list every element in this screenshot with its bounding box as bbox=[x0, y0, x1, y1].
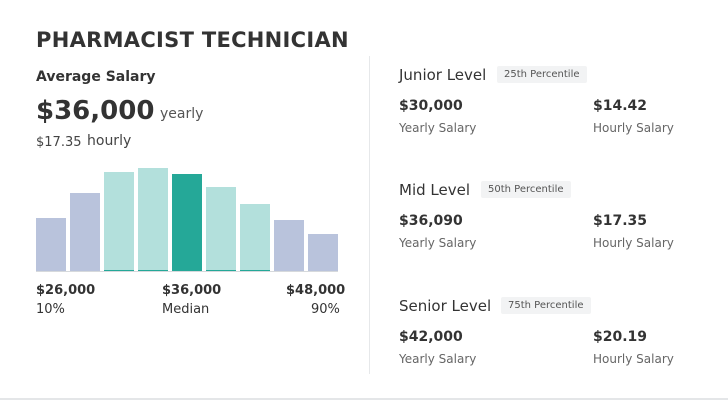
tick-label-low: $26,000 bbox=[36, 283, 96, 298]
hourly-salary-value: $20.19 bbox=[593, 329, 648, 345]
hourly-salary-caption: Hourly Salary bbox=[593, 121, 674, 135]
tick-sub-low: 10% bbox=[36, 302, 65, 317]
tick-label-median: $36,000 bbox=[162, 283, 222, 298]
tick-label-high: $48,000 bbox=[286, 283, 346, 298]
percentile-badge: 75th Percentile bbox=[501, 297, 591, 314]
average-salary-label: Average Salary bbox=[36, 69, 156, 85]
yearly-salary-value: $36,090 bbox=[399, 213, 463, 229]
histogram-bar-5 bbox=[172, 174, 202, 272]
page-title: PHARMACIST TECHNICIAN bbox=[36, 28, 349, 52]
average-hourly-value: $17.35 bbox=[36, 135, 82, 150]
yearly-salary-value: $42,000 bbox=[399, 329, 463, 345]
histogram-bar-1 bbox=[36, 218, 66, 272]
level-name: Senior Level bbox=[399, 297, 492, 315]
card-bottom-border bbox=[0, 398, 728, 400]
level-senior: Senior Level 75th Percentile $42,000 $20… bbox=[399, 297, 699, 407]
histogram-bar-4 bbox=[138, 168, 168, 272]
average-hourly-unit: hourly bbox=[87, 133, 132, 149]
level-junior: Junior Level 25th Percentile $30,000 $14… bbox=[399, 66, 699, 176]
histogram-bar-7 bbox=[240, 204, 270, 272]
average-yearly-value: $36,000 bbox=[36, 96, 155, 126]
average-yearly-unit: yearly bbox=[160, 106, 204, 122]
percentile-badge: 50th Percentile bbox=[481, 181, 571, 198]
tick-sub-median: Median bbox=[162, 302, 210, 317]
level-name: Mid Level bbox=[399, 181, 470, 199]
level-name: Junior Level bbox=[399, 66, 487, 84]
histogram-bar-9 bbox=[308, 234, 338, 272]
yearly-salary-caption: Yearly Salary bbox=[399, 352, 477, 366]
histogram-bar-8 bbox=[274, 220, 304, 272]
percentile-badge: 25th Percentile bbox=[497, 66, 587, 83]
column-divider bbox=[369, 56, 370, 374]
histogram-bar-3 bbox=[104, 172, 134, 272]
hourly-salary-value: $14.42 bbox=[593, 98, 648, 114]
histogram-bar-2 bbox=[70, 193, 100, 272]
hourly-salary-value: $17.35 bbox=[593, 213, 648, 229]
histogram-bar-6 bbox=[206, 187, 236, 272]
salary-histogram bbox=[36, 168, 338, 272]
hourly-salary-caption: Hourly Salary bbox=[593, 352, 674, 366]
yearly-salary-value: $30,000 bbox=[399, 98, 463, 114]
hourly-salary-caption: Hourly Salary bbox=[593, 236, 674, 250]
yearly-salary-caption: Yearly Salary bbox=[399, 236, 477, 250]
tick-sub-high: 90% bbox=[311, 302, 340, 317]
yearly-salary-caption: Yearly Salary bbox=[399, 121, 477, 135]
histogram-baseline bbox=[36, 271, 338, 272]
level-mid: Mid Level 50th Percentile $36,090 $17.35… bbox=[399, 181, 699, 291]
